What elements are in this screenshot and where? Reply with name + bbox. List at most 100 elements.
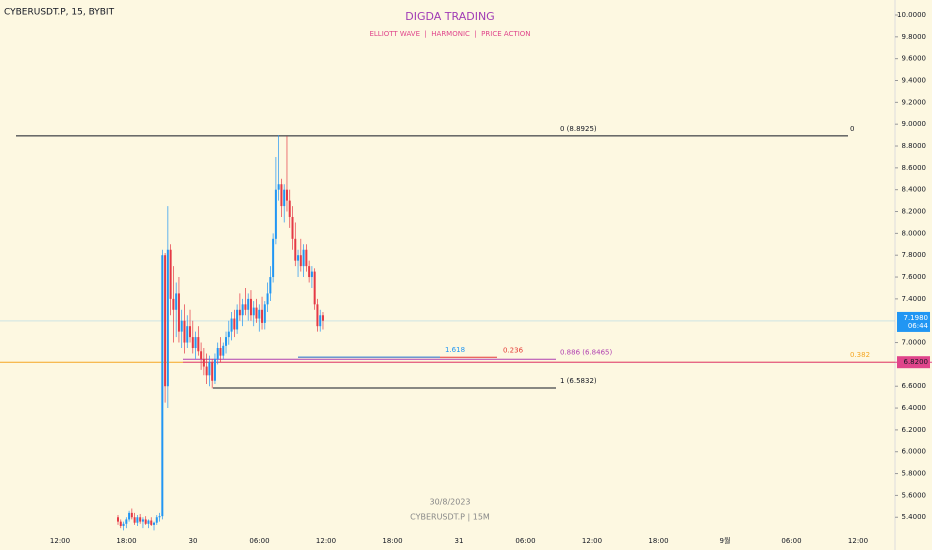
candle-body xyxy=(191,337,194,349)
candle-body xyxy=(227,331,230,338)
candle-body xyxy=(321,315,324,321)
candle-body xyxy=(213,358,216,381)
y-tick-label: 7.4000 xyxy=(902,295,927,303)
candle-body xyxy=(125,519,128,524)
candle-body xyxy=(189,326,192,338)
candle-body xyxy=(277,184,280,190)
watermark-symbol: CYBERUSDT.P | 15M xyxy=(410,513,490,522)
chart-subtitle: ELLIOTT WAVE | HARMONIC | PRICE ACTION xyxy=(369,30,530,38)
candle-body xyxy=(266,293,269,305)
candle-body xyxy=(238,309,241,316)
candle-body xyxy=(263,304,266,323)
candle-body xyxy=(236,309,239,330)
candle-body xyxy=(244,304,247,310)
level-label: 0.236 xyxy=(503,346,524,354)
candle-body xyxy=(183,320,186,343)
candle-body xyxy=(285,189,288,201)
y-tick-label: 9.2000 xyxy=(902,98,927,106)
y-tick-label: 6.6000 xyxy=(902,382,927,390)
x-tick-label: 06:00 xyxy=(781,537,801,545)
candle-body xyxy=(211,362,214,381)
y-tick-label: 10.0000 xyxy=(897,11,926,19)
y-tick-label: 8.4000 xyxy=(902,186,927,194)
candle-body xyxy=(283,189,286,207)
price-box-label: 6.8200 xyxy=(904,358,929,366)
candle-body xyxy=(255,307,258,319)
candle-body xyxy=(219,348,222,356)
price-box xyxy=(897,311,930,332)
candle-body xyxy=(294,238,297,261)
level-label: 0 (8.8925) xyxy=(560,125,597,133)
candle-body xyxy=(128,512,131,520)
x-tick-label: 30 xyxy=(189,537,198,545)
candle-body xyxy=(230,318,233,332)
y-tick-label: 6.0000 xyxy=(902,448,927,456)
candle-body xyxy=(161,255,164,517)
y-tick-label: 6.2000 xyxy=(902,426,927,434)
candle-body xyxy=(133,517,136,523)
candle-body xyxy=(200,351,203,359)
x-tick-label: 12:00 xyxy=(50,537,70,545)
candle-body xyxy=(117,517,119,522)
candle-body xyxy=(316,304,319,327)
x-tick-label: 12:00 xyxy=(316,537,336,545)
candle-body xyxy=(177,293,180,332)
candle-body xyxy=(310,271,313,278)
candle-body xyxy=(164,255,167,387)
candle-body xyxy=(258,309,261,319)
candle-body xyxy=(150,520,153,525)
countdown-label: 06:44 xyxy=(908,322,929,330)
candle-body xyxy=(141,519,144,522)
x-tick-label: 31 xyxy=(455,537,464,545)
candle-body xyxy=(153,522,156,525)
candle-body xyxy=(299,255,302,267)
candle-body xyxy=(175,293,178,310)
candle-body xyxy=(280,184,283,207)
x-tick-label: 06:00 xyxy=(249,537,269,545)
y-tick-label: 9.0000 xyxy=(902,120,927,128)
candle-body xyxy=(302,249,305,267)
y-tick-label: 8.8000 xyxy=(902,142,927,150)
candle-body xyxy=(247,298,250,310)
candle-body xyxy=(194,337,197,349)
candle-body xyxy=(272,238,275,278)
x-tick-label: 06:00 xyxy=(515,537,535,545)
x-tick-label: 9월 xyxy=(720,536,731,545)
candle-body xyxy=(274,189,277,239)
y-tick-label: 7.8000 xyxy=(902,251,927,259)
price-box-label: 7.1980 xyxy=(904,314,929,322)
watermark-date: 30/8/2023 xyxy=(429,498,470,507)
candle-body xyxy=(216,348,219,359)
level-label: 0.382 xyxy=(850,351,870,359)
candle-body xyxy=(233,318,236,330)
candle-body xyxy=(308,266,311,278)
y-tick-label: 7.0000 xyxy=(902,339,927,347)
candle-body xyxy=(222,345,225,356)
x-tick-label: 12:00 xyxy=(848,537,868,545)
y-tick-label: 5.4000 xyxy=(902,513,927,521)
candle-body xyxy=(288,200,291,217)
symbol: CYBERUSDT.P, 15, BYBIT xyxy=(4,8,115,18)
y-tick-label: 5.6000 xyxy=(902,491,927,499)
candle-body xyxy=(249,298,252,316)
candle-body xyxy=(144,519,147,524)
candle-body xyxy=(139,517,142,522)
x-tick-label: 18:00 xyxy=(382,537,402,545)
y-tick-label: 6.4000 xyxy=(902,404,927,412)
y-tick-label: 8.6000 xyxy=(902,164,927,172)
level-label: 1 (6.5832) xyxy=(560,377,597,385)
x-tick-label: 18:00 xyxy=(116,537,136,545)
candle-body xyxy=(186,326,189,343)
candle-body xyxy=(297,255,300,261)
candle-body xyxy=(122,523,125,526)
candle-body xyxy=(158,516,161,518)
candle-body xyxy=(155,517,158,523)
level-label: 1.618 xyxy=(445,346,465,354)
candle-body xyxy=(208,362,211,376)
y-tick-label: 8.2000 xyxy=(902,208,927,216)
candle-body xyxy=(225,337,228,346)
y-tick-label: 8.0000 xyxy=(902,229,927,237)
candle-body xyxy=(269,277,272,294)
